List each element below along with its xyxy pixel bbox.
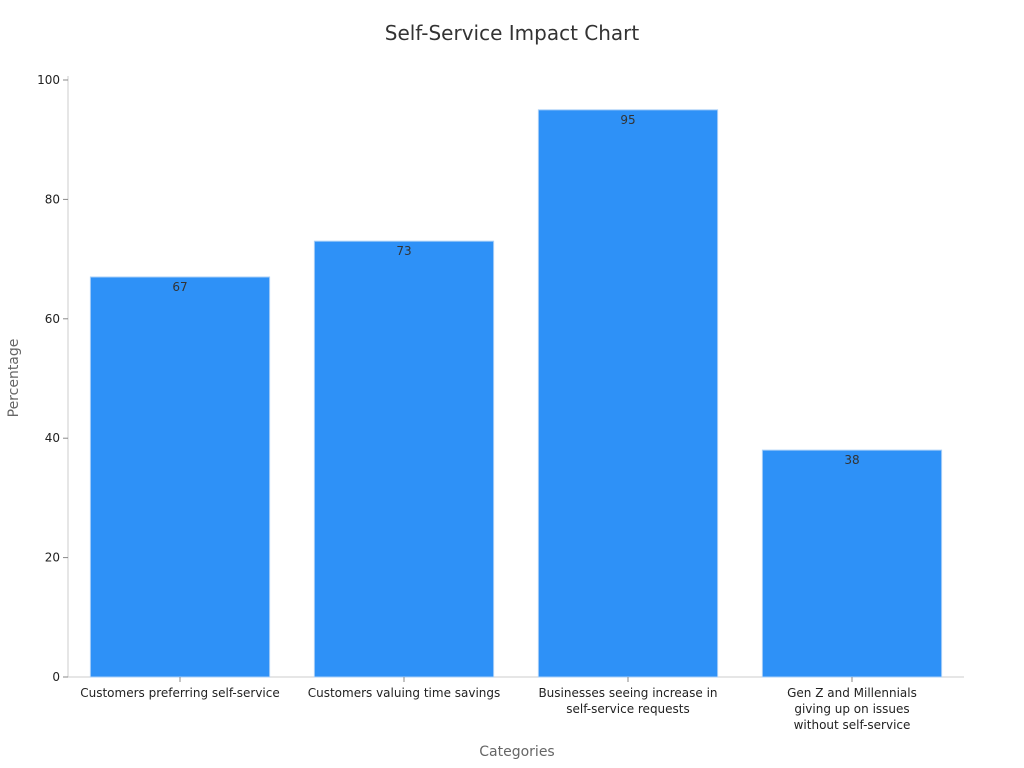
y-axis-title: Percentage [6, 339, 22, 418]
y-tick-label: 100 [37, 73, 60, 87]
chart-title: Self-Service Impact Chart [385, 21, 640, 45]
y-axis-ticks: 0 20 40 60 80 100 [37, 73, 68, 684]
x-tick-label-line: giving up on issues [794, 702, 909, 716]
bar [89, 276, 271, 678]
x-tick-label-line: Businesses seeing increase in [538, 686, 717, 700]
bar-value-label: 38 [844, 453, 859, 467]
bar-value-label: 95 [620, 113, 635, 127]
x-tick-label: Businesses seeing increase in self-servic… [538, 686, 717, 716]
bar [313, 240, 495, 678]
x-tick-label: Customers valuing time savings [308, 686, 501, 700]
y-tick-label: 40 [45, 431, 60, 445]
x-axis-title: Categories [479, 744, 554, 760]
bar-value-label: 73 [396, 244, 411, 258]
x-tick-label-line: Customers valuing time savings [308, 686, 501, 700]
x-axis-ticks: Customers preferring self-service Custome… [80, 677, 917, 732]
bar-value-label: 67 [172, 280, 187, 294]
bar [761, 449, 943, 678]
x-tick-label-line: Customers preferring self-service [80, 686, 280, 700]
x-tick-label: Gen Z and Millennials giving up on issues… [787, 686, 917, 732]
y-tick-label: 20 [45, 551, 60, 565]
y-tick-label: 60 [45, 312, 60, 326]
y-tick-label: 0 [52, 670, 60, 684]
bars-group: 67 73 95 38 [89, 109, 943, 678]
y-tick-label: 80 [45, 192, 60, 206]
x-tick-label-line: without self-service [794, 718, 911, 732]
x-tick-label: Customers preferring self-service [80, 686, 280, 700]
x-tick-label-line: Gen Z and Millennials [787, 686, 917, 700]
bar [537, 109, 719, 678]
x-tick-label-line: self-service requests [566, 702, 690, 716]
